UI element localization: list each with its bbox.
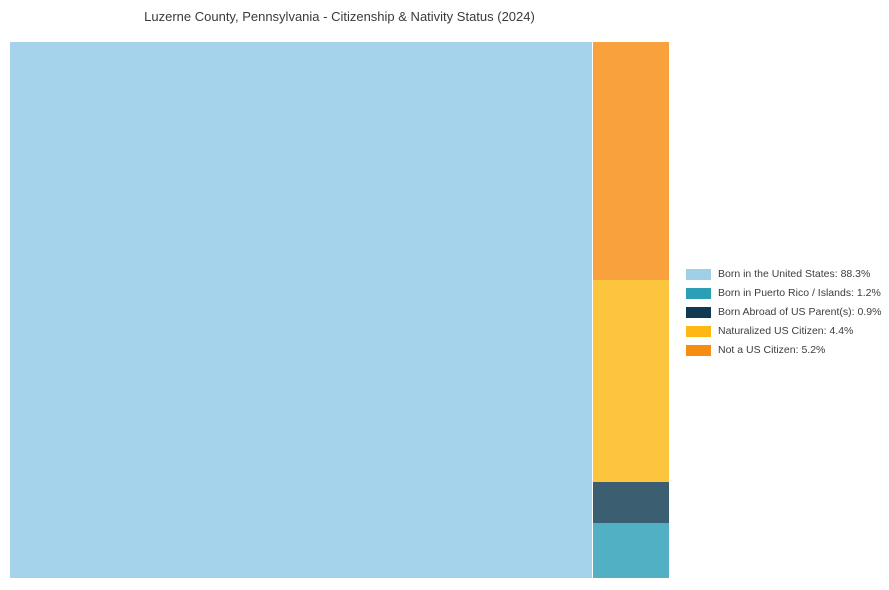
legend-item[interactable]: Born in the United States: 88.3% [686, 265, 881, 284]
treemap-tile-naturalized-us-citizen[interactable] [592, 280, 669, 482]
chart-title: Luzerne County, Pennsylvania - Citizensh… [144, 9, 535, 24]
legend-swatch [686, 288, 711, 299]
legend-label: Born Abroad of US Parent(s): 0.9% [718, 306, 882, 319]
legend-item[interactable]: Naturalized US Citizen: 4.4% [686, 322, 881, 341]
legend-label: Naturalized US Citizen: 4.4% [718, 325, 854, 338]
treemap-tile-born-in-the-united-states[interactable] [10, 42, 592, 578]
legend-swatch [686, 345, 711, 356]
legend-swatch [686, 326, 711, 337]
treemap-tile-not-a-us-citizen[interactable] [592, 42, 669, 281]
legend-swatch [686, 269, 711, 280]
legend-label: Born in Puerto Rico / Islands: 1.2% [718, 287, 881, 300]
legend-item[interactable]: Not a US Citizen: 5.2% [686, 341, 881, 360]
legend-item[interactable]: Born Abroad of US Parent(s): 0.9% [686, 303, 881, 322]
treemap-tile-born-in-puerto-rico-islands[interactable] [592, 523, 669, 578]
legend-swatch [686, 307, 711, 318]
treemap-tile-born-abroad-of-us-parent-s[interactable] [592, 481, 669, 524]
legend-label: Not a US Citizen: 5.2% [718, 344, 826, 357]
legend-label: Born in the United States: 88.3% [718, 268, 871, 281]
treemap-plot-area [10, 42, 669, 578]
legend: Born in the United States: 88.3% Born in … [686, 265, 881, 360]
treemap-side-column [592, 42, 669, 578]
legend-item[interactable]: Born in Puerto Rico / Islands: 1.2% [686, 284, 881, 303]
